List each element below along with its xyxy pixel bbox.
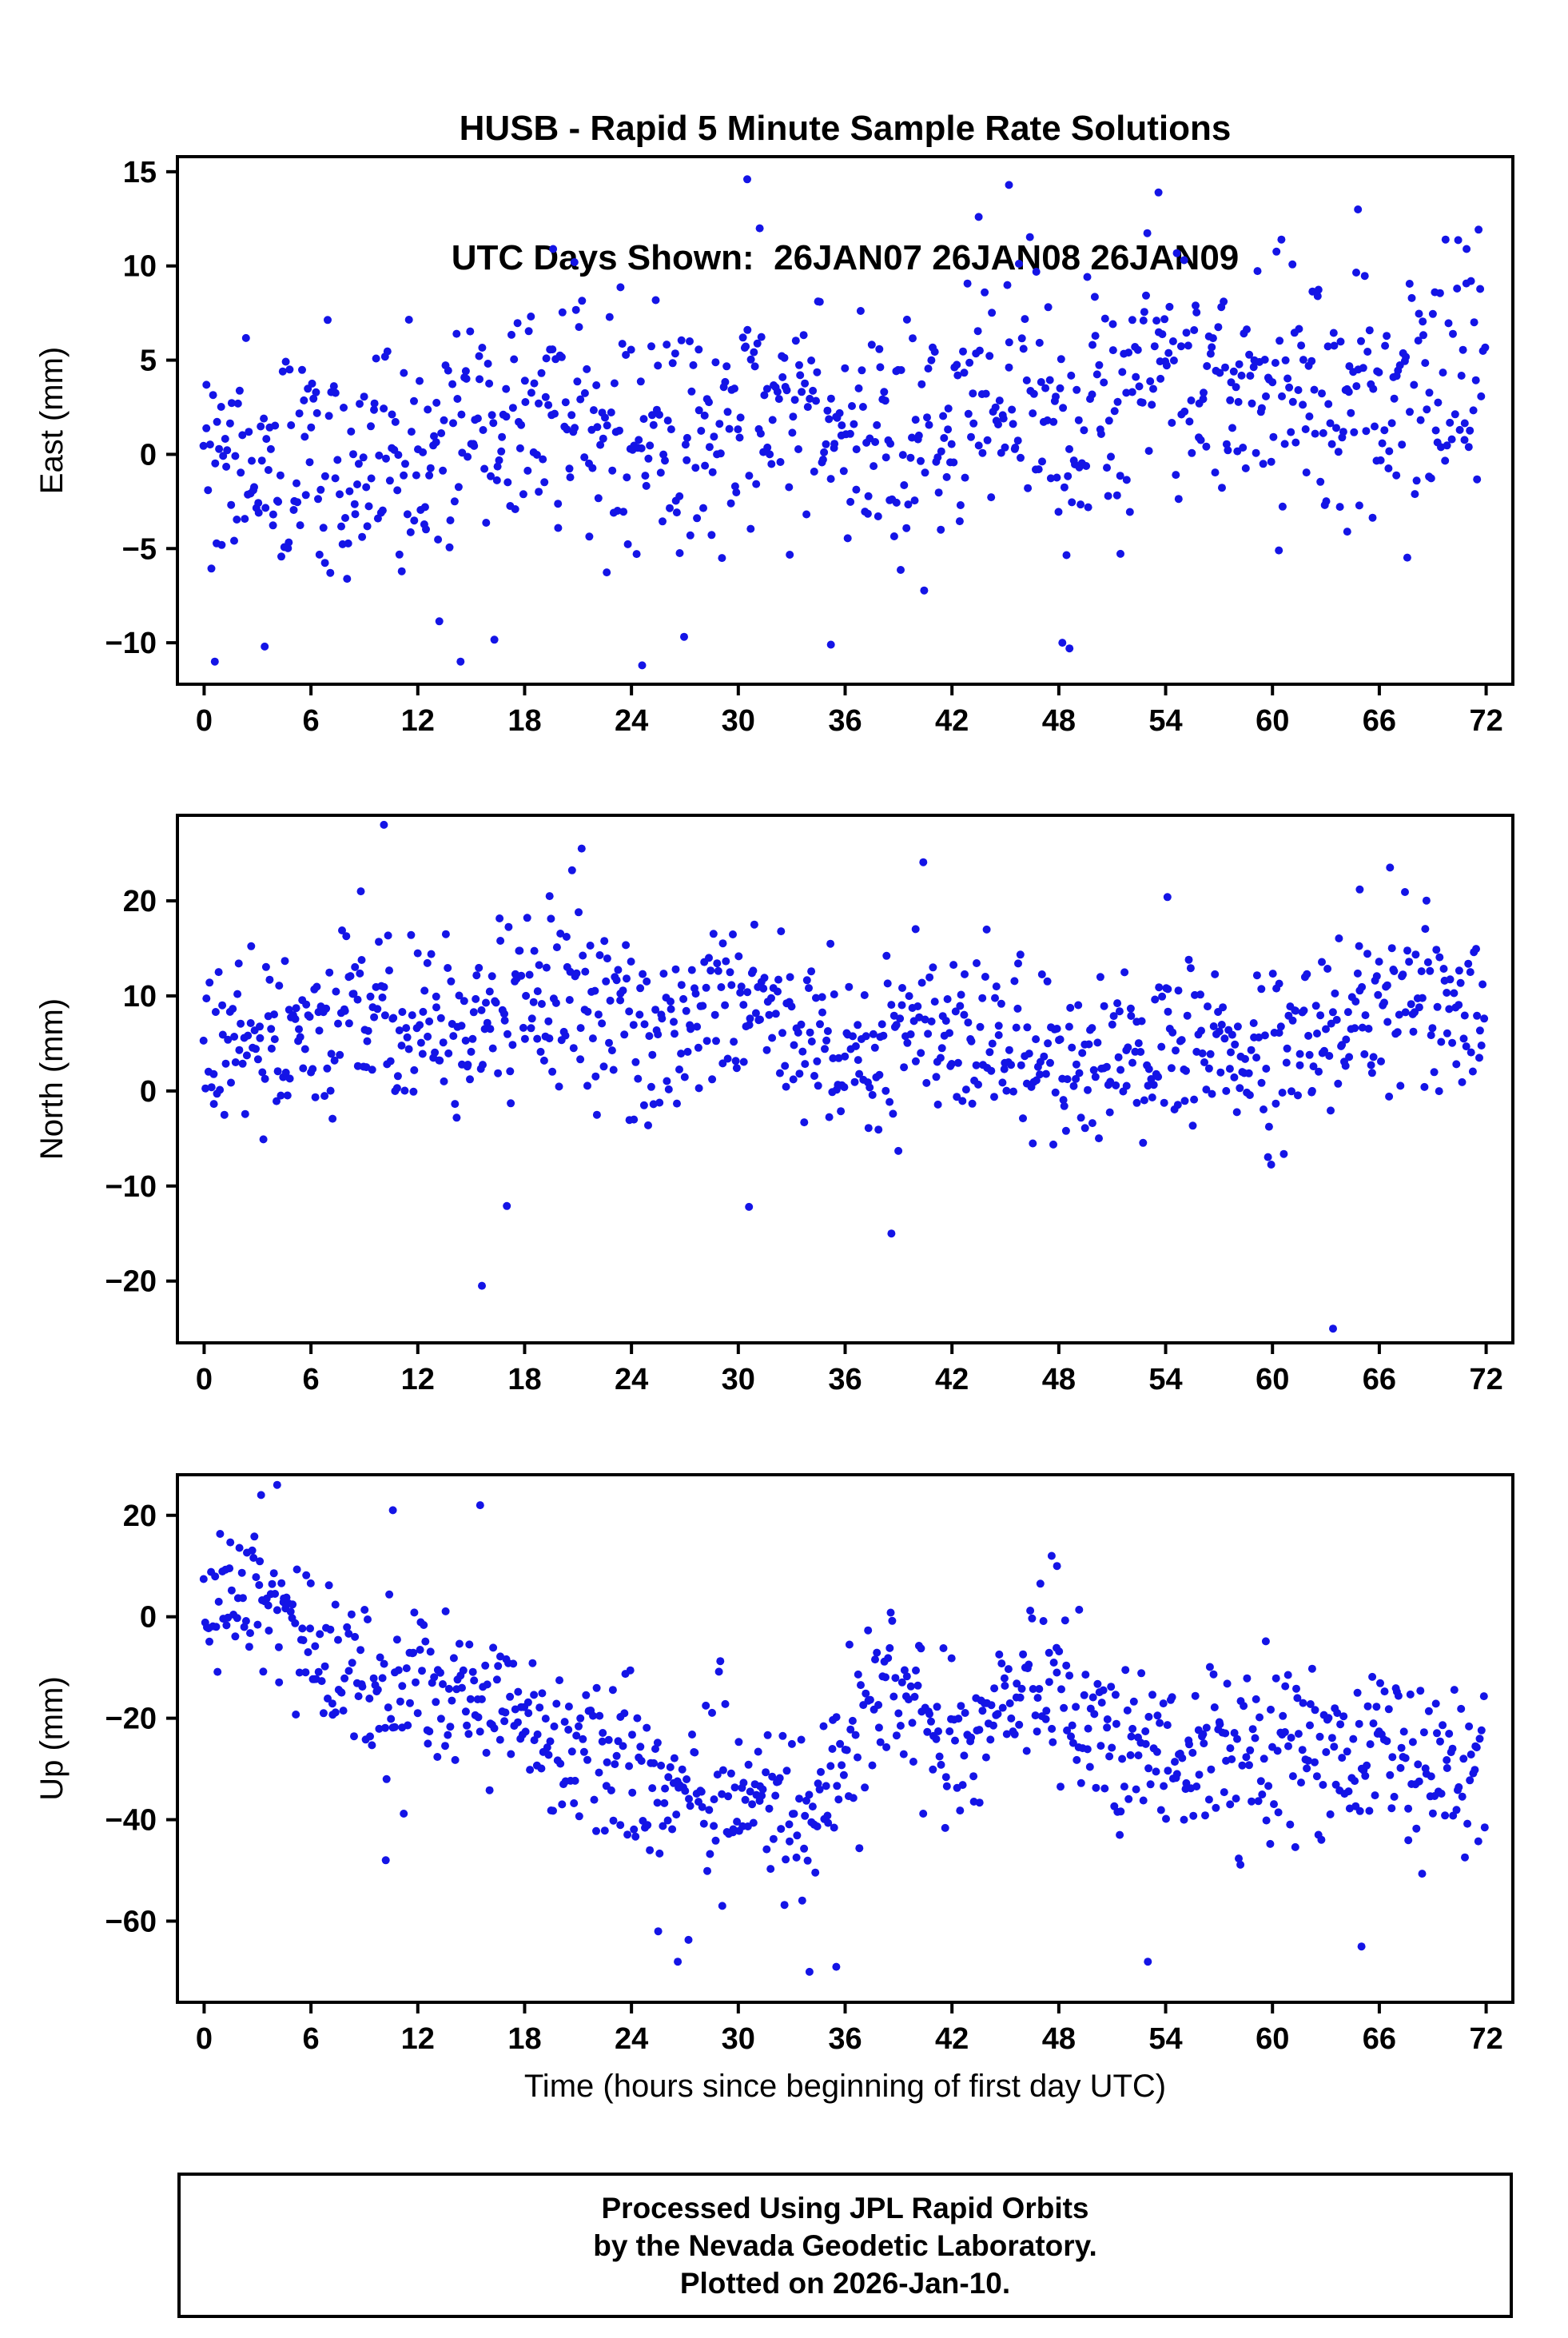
svg-text:48: 48 bbox=[1042, 1363, 1076, 1396]
svg-text:20: 20 bbox=[123, 885, 157, 918]
svg-text:0: 0 bbox=[140, 438, 157, 472]
svg-text:48: 48 bbox=[1042, 2022, 1076, 2056]
svg-text:66: 66 bbox=[1363, 704, 1396, 738]
svg-text:0: 0 bbox=[196, 2022, 213, 2056]
svg-text:72: 72 bbox=[1469, 1363, 1502, 1396]
svg-text:54: 54 bbox=[1148, 2022, 1182, 2056]
svg-text:24: 24 bbox=[615, 704, 648, 738]
svg-text:72: 72 bbox=[1469, 704, 1502, 738]
svg-text:12: 12 bbox=[401, 704, 435, 738]
footer-line2: by the Nevada Geodetic Laboratory. bbox=[593, 2228, 1097, 2262]
up-panel: 0 6 12 18 24 30 36 42 48 54 60 66 72 −60 −40 −20 0 20 Up (… bbox=[34, 1473, 1514, 2056]
svg-text:24: 24 bbox=[615, 2022, 648, 2056]
svg-text:−5: −5 bbox=[122, 532, 157, 566]
svg-text:54: 54 bbox=[1148, 1363, 1182, 1396]
svg-text:0: 0 bbox=[196, 1363, 213, 1396]
svg-text:0: 0 bbox=[140, 1075, 157, 1109]
svg-text:−10: −10 bbox=[105, 627, 157, 660]
footer-line1: Processed Using JPL Rapid Orbits bbox=[601, 2191, 1089, 2224]
svg-text:−10: −10 bbox=[105, 1170, 157, 1204]
svg-text:36: 36 bbox=[828, 704, 862, 738]
svg-text:42: 42 bbox=[935, 1363, 969, 1396]
svg-text:60: 60 bbox=[1256, 704, 1289, 738]
svg-text:5: 5 bbox=[140, 345, 157, 378]
svg-text:10: 10 bbox=[123, 250, 157, 284]
svg-text:−20: −20 bbox=[105, 1265, 157, 1299]
svg-text:30: 30 bbox=[722, 2022, 755, 2056]
svg-text:60: 60 bbox=[1256, 2022, 1289, 2056]
east-panel-points bbox=[199, 175, 1490, 670]
svg-text:18: 18 bbox=[507, 2022, 541, 2056]
svg-text:18: 18 bbox=[507, 1363, 541, 1396]
svg-text:66: 66 bbox=[1363, 2022, 1396, 2056]
svg-text:24: 24 bbox=[615, 1363, 648, 1396]
east-panel: 0 6 12 18 24 30 36 42 48 54 60 66 72 −10 −5 0 5 10 15 East … bbox=[34, 155, 1514, 738]
svg-text:10: 10 bbox=[123, 980, 157, 1014]
svg-text:6: 6 bbox=[303, 704, 320, 738]
svg-text:30: 30 bbox=[722, 1363, 755, 1396]
plot-title-line1: HUSB - Rapid 5 Minute Sample Rate Soluti… bbox=[459, 109, 1232, 148]
svg-text:6: 6 bbox=[303, 1363, 320, 1396]
svg-text:66: 66 bbox=[1363, 1363, 1396, 1396]
up-panel-ylabel: Up (mm) bbox=[34, 1676, 70, 1801]
svg-text:42: 42 bbox=[935, 704, 969, 738]
plot-title-line2: UTC Days Shown: 26JAN07 26JAN08 26JAN09 bbox=[451, 238, 1240, 277]
north-panel-points bbox=[199, 820, 1489, 1333]
svg-text:36: 36 bbox=[828, 1363, 862, 1396]
svg-text:48: 48 bbox=[1042, 704, 1076, 738]
svg-text:−40: −40 bbox=[105, 1804, 157, 1838]
svg-text:54: 54 bbox=[1148, 704, 1182, 738]
svg-text:6: 6 bbox=[303, 2022, 320, 2056]
footer-line3: Plotted on 2026-Jan-10. bbox=[679, 2266, 1011, 2300]
svg-text:−20: −20 bbox=[105, 1703, 157, 1736]
x-axis-label: Time (hours since beginning of first day… bbox=[523, 2069, 1167, 2104]
svg-text:−60: −60 bbox=[105, 1905, 157, 1938]
footer-box: Processed Using JPL Rapid Orbits by the … bbox=[177, 2173, 1513, 2318]
svg-text:36: 36 bbox=[828, 2022, 862, 2056]
svg-text:12: 12 bbox=[401, 1363, 435, 1396]
svg-text:42: 42 bbox=[935, 2022, 969, 2056]
plot-title: HUSB - Rapid 5 Minute Sample Rate Soluti… bbox=[177, 21, 1513, 366]
svg-text:0: 0 bbox=[140, 1601, 157, 1635]
svg-text:20: 20 bbox=[123, 1500, 157, 1533]
svg-text:60: 60 bbox=[1256, 1363, 1289, 1396]
up-panel-points bbox=[199, 1480, 1489, 1976]
east-panel-ylabel: East (mm) bbox=[34, 347, 70, 494]
svg-text:12: 12 bbox=[401, 2022, 435, 2056]
north-panel: 0 6 12 18 24 30 36 42 48 54 60 66 72 −20 −10 0 10 20 North… bbox=[34, 814, 1514, 1396]
svg-text:15: 15 bbox=[123, 156, 157, 189]
svg-text:18: 18 bbox=[507, 704, 541, 738]
svg-text:72: 72 bbox=[1469, 2022, 1502, 2056]
svg-text:30: 30 bbox=[722, 704, 755, 738]
north-panel-ylabel: North (mm) bbox=[34, 998, 70, 1160]
svg-text:0: 0 bbox=[196, 704, 213, 738]
